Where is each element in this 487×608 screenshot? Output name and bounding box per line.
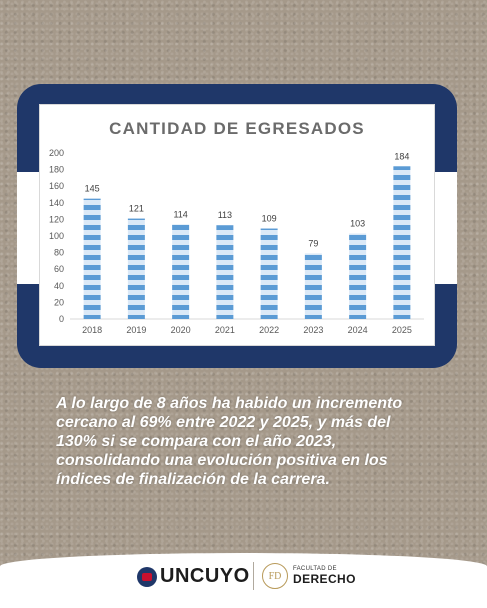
x-tick-label-2021: 2021 xyxy=(215,325,235,335)
bar-2019 xyxy=(127,218,145,319)
facultad-label: FACULTAD DE xyxy=(293,566,337,572)
x-tick-label-2018: 2018 xyxy=(82,325,102,335)
y-tick-label: 100 xyxy=(49,231,64,241)
uncuyo-emblem-icon xyxy=(137,566,157,587)
y-tick-label: 120 xyxy=(49,214,64,224)
x-tick-label-2024: 2024 xyxy=(348,325,368,335)
bar-2018 xyxy=(83,198,101,319)
footer-bar xyxy=(0,553,487,608)
bar-2025 xyxy=(393,166,411,319)
bar-2022 xyxy=(260,228,278,319)
bar-2023 xyxy=(304,253,322,319)
y-tick-label: 80 xyxy=(54,248,64,258)
data-label-2020: 114 xyxy=(173,209,187,219)
x-tick-label-2019: 2019 xyxy=(126,325,146,335)
chart-title: CANTIDAD DE EGRESADOS xyxy=(109,119,365,138)
data-label-2019: 121 xyxy=(129,204,144,214)
uncuyo-logo: UNCUYO xyxy=(137,565,250,588)
chart-panel: CANTIDAD DE EGRESADOS 0 20 40 60 80 100 120 140… xyxy=(39,104,435,346)
data-label-2018: 145 xyxy=(85,184,100,194)
bar-2020 xyxy=(172,224,190,319)
logo-divider xyxy=(253,562,254,590)
data-label-2024: 103 xyxy=(350,219,365,229)
uncuyo-wordmark: UNCUYO xyxy=(160,565,250,587)
bar-2021 xyxy=(216,225,234,319)
caption-text: A lo largo de 8 años ha habido un increm… xyxy=(56,395,403,488)
fd-seal-icon: FD xyxy=(262,563,288,589)
data-label-2022: 109 xyxy=(262,214,277,224)
y-tick-label: 200 xyxy=(49,148,64,158)
y-tick-label: 60 xyxy=(54,264,64,274)
y-tick-label: 140 xyxy=(49,198,64,208)
x-tick-label-2020: 2020 xyxy=(171,325,191,335)
y-tick-label: 160 xyxy=(49,181,64,191)
y-tick-label: 20 xyxy=(54,297,64,307)
facultad-derecho-logo: FD FACULTAD DE DERECHO xyxy=(262,563,356,589)
derecho-label: DERECHO xyxy=(293,572,356,586)
x-tick-label-2023: 2023 xyxy=(303,325,323,335)
x-tick-label-2022: 2022 xyxy=(259,325,279,335)
y-tick-label: 40 xyxy=(54,281,64,291)
bar-chart: 0 20 40 60 80 100 120 140 160 180 200 145 2018 121 201… xyxy=(49,148,424,335)
data-label-2021: 113 xyxy=(218,210,232,220)
bar-2024 xyxy=(349,233,367,319)
data-label-2025: 184 xyxy=(394,151,409,161)
data-label-2023: 79 xyxy=(308,238,318,248)
x-tick-label-2025: 2025 xyxy=(392,325,412,335)
y-tick-label: 0 xyxy=(59,314,64,324)
y-tick-label: 180 xyxy=(49,165,64,175)
